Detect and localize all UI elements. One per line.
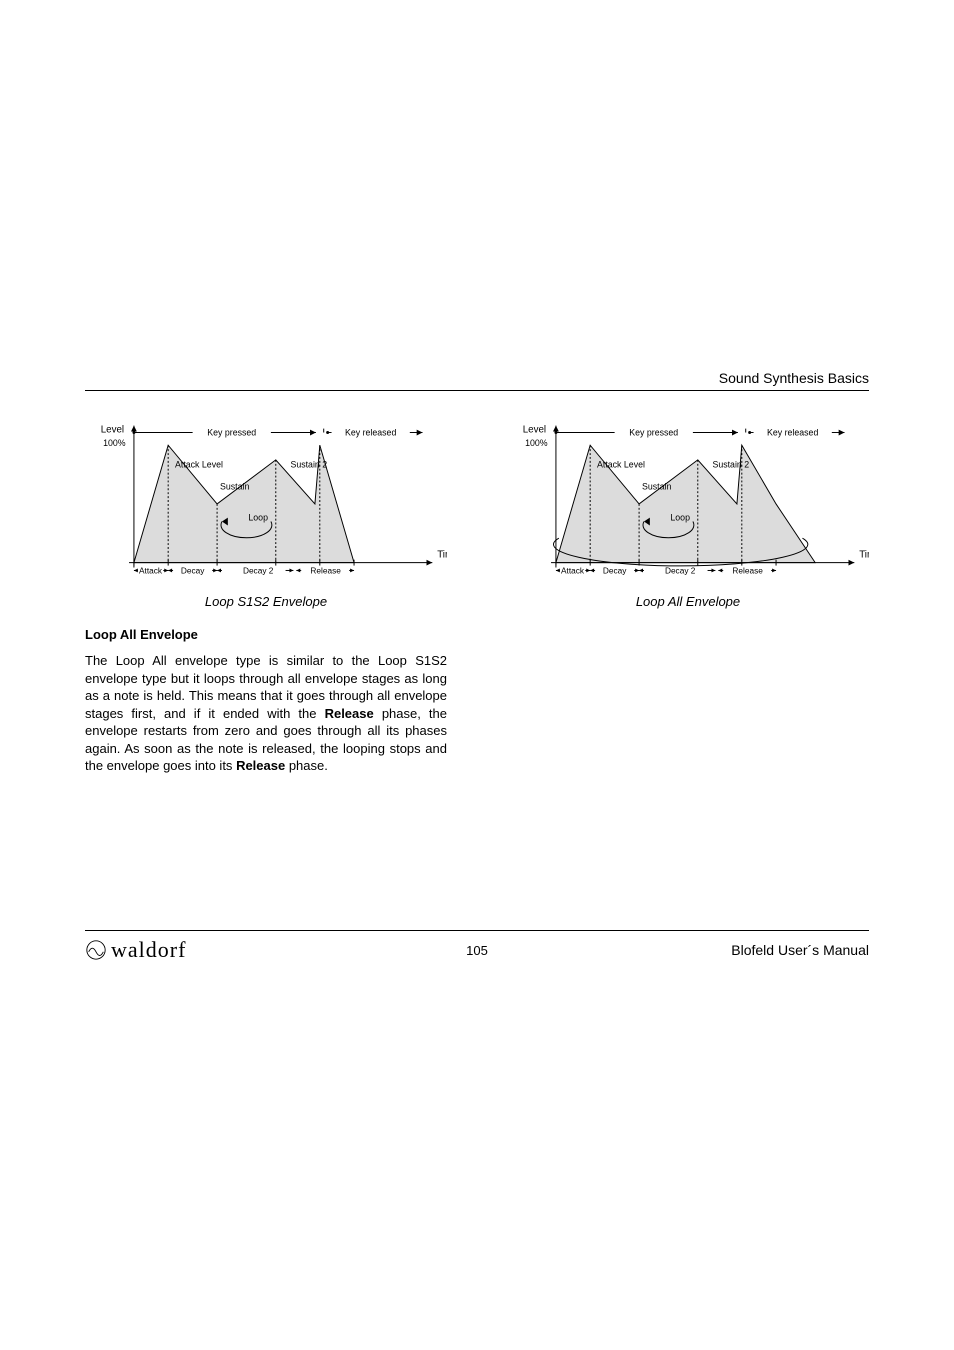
svg-text:Decay 2: Decay 2 xyxy=(243,565,274,575)
page-number: 105 xyxy=(85,943,869,958)
header-title: Sound Synthesis Basics xyxy=(719,370,869,386)
svg-text:Release: Release xyxy=(732,565,763,575)
page-header: Sound Synthesis Basics xyxy=(85,370,869,391)
svg-text:Attack: Attack xyxy=(561,565,585,575)
body-part-4: phase. xyxy=(285,758,328,773)
svg-text:Decay: Decay xyxy=(181,565,205,575)
body-part-3: Release xyxy=(236,758,285,773)
section-title: Loop All Envelope xyxy=(85,627,447,642)
svg-text:Level: Level xyxy=(101,425,124,436)
svg-text:Attack Level: Attack Level xyxy=(175,460,223,470)
svg-text:Loop: Loop xyxy=(670,513,690,523)
left-diagram-caption: Loop S1S2 Envelope xyxy=(85,594,447,609)
page-content: Sound Synthesis Basics xyxy=(85,370,869,775)
svg-text:Key released: Key released xyxy=(767,427,818,437)
svg-text:Loop: Loop xyxy=(248,513,268,523)
right-column: Key pressed Key released Level 100% Time… xyxy=(507,411,869,775)
svg-text:Key released: Key released xyxy=(345,427,396,437)
body-text: The Loop All envelope type is similar to… xyxy=(85,652,447,775)
svg-text:100%: 100% xyxy=(525,438,548,448)
svg-text:Attack: Attack xyxy=(139,565,163,575)
svg-text:Sustain: Sustain xyxy=(220,481,249,491)
svg-text:Time: Time xyxy=(437,550,447,561)
left-diagram: Key pressed Key released Level 100% Time… xyxy=(85,411,447,609)
svg-text:Sustain: Sustain xyxy=(642,481,671,491)
columns: Key pressed Key released Level 100% Time… xyxy=(85,411,869,775)
svg-text:Sustain 2: Sustain 2 xyxy=(712,460,749,470)
svg-text:Sustain 2: Sustain 2 xyxy=(290,460,327,470)
page-footer: waldorf 105 Blofeld User´s Manual xyxy=(85,930,869,963)
right-diagram-caption: Loop All Envelope xyxy=(507,594,869,609)
svg-text:Key pressed: Key pressed xyxy=(207,427,256,437)
svg-text:Key pressed: Key pressed xyxy=(629,427,678,437)
svg-text:Level: Level xyxy=(523,425,546,436)
svg-text:100%: 100% xyxy=(103,438,126,448)
svg-text:Time: Time xyxy=(859,550,869,561)
svg-text:Decay: Decay xyxy=(603,565,627,575)
svg-text:Release: Release xyxy=(310,565,341,575)
left-column: Key pressed Key released Level 100% Time… xyxy=(85,411,447,775)
svg-text:Attack Level: Attack Level xyxy=(597,460,645,470)
body-part-1: Release xyxy=(325,706,374,721)
right-diagram: Key pressed Key released Level 100% Time… xyxy=(507,411,869,609)
svg-text:Decay 2: Decay 2 xyxy=(665,565,696,575)
